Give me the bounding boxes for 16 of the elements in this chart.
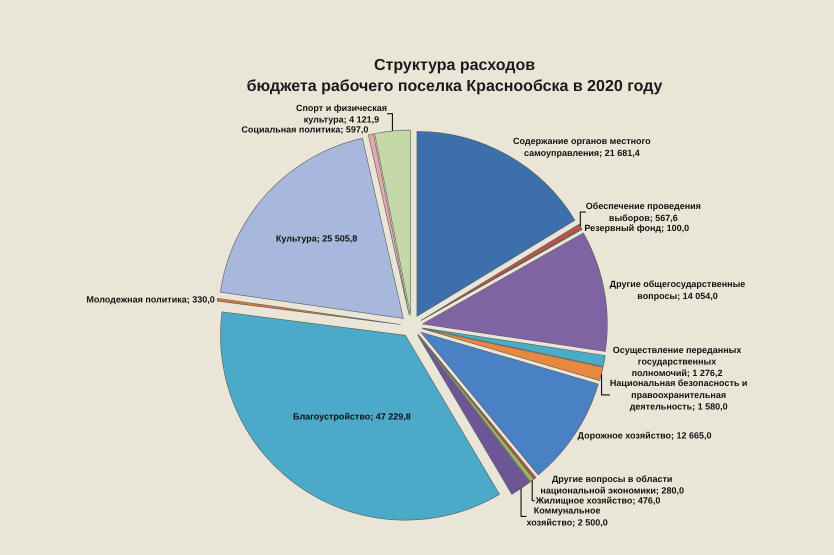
slice-label: Жилищное хозяйство; 476,0: [534, 496, 660, 506]
slice-label: Другие общегосударственные вопросы; 14 054,0: [610, 279, 746, 301]
slice-label: Другие вопросы в области национальной экономики; 280,0: [540, 474, 684, 496]
chart-title: Структура расходов бюджета рабочего поселка Краснообска в 2020 году: [246, 57, 663, 95]
slice-label: Обеспечение проведения выборов; 567,6: [586, 201, 701, 223]
slice-label: Молодежная политика; 330,0: [86, 294, 215, 305]
slice-label: Спорт и физическая культура; 4 121,9: [296, 102, 388, 124]
slice-label: Социальная политика; 597,0: [241, 124, 368, 134]
slice-label: Благоустройство; 47 229,8: [292, 412, 411, 422]
slice-label: Национальная безопасность и правоохранительная деятельность; 1 580,0: [610, 378, 748, 412]
slice-label: Резервный фонд; 100,0: [584, 222, 690, 233]
slice-label: Культура; 25 505,8: [276, 233, 358, 244]
slice-label: Содержание органов местного самоуправления; 21 681,4: [512, 136, 652, 158]
slice-label: Коммунальное хозяйство; 2 500,0: [526, 506, 608, 528]
slice-label: Осуществление переданных государственных полномочий; 1 276,2: [612, 344, 742, 378]
slice-label: Дорожное хозяйство; 12 665,0: [578, 430, 712, 441]
